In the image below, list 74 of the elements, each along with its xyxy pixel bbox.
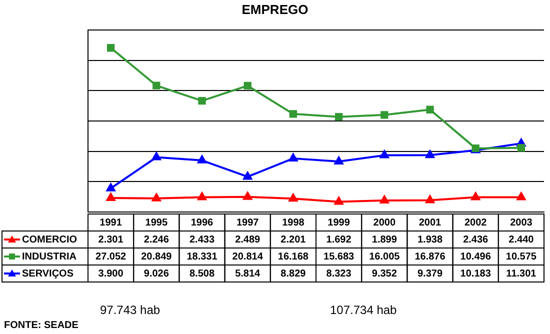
data-label: 15.683 (324, 251, 355, 262)
data-label: 20.814 (232, 251, 264, 262)
point (426, 195, 434, 204)
legend-label: SERVIÇOS (22, 268, 74, 280)
point (426, 150, 434, 158)
data-label: 10.575 (506, 251, 537, 262)
point (426, 106, 434, 114)
x-tick-label: 1997 (236, 217, 260, 228)
data-label: 1.938 (417, 234, 443, 246)
point (380, 150, 389, 158)
point (516, 192, 526, 200)
point (334, 196, 344, 205)
data-label: 2.489 (235, 234, 261, 246)
point (334, 113, 343, 121)
data-label: 2.201 (280, 234, 306, 246)
chart-title: EMPREGO (240, 2, 310, 17)
data-label: 8.508 (189, 268, 215, 280)
x-tick-label: 1996 (190, 217, 214, 228)
x-tick-label: 1999 (328, 217, 350, 228)
source-note: FONTE: SEADE (4, 320, 78, 331)
data-label: 9.352 (372, 268, 398, 280)
point (471, 192, 480, 200)
data-label: 16.168 (278, 251, 309, 262)
data-label: 5.814 (235, 268, 261, 280)
data-label: 16.005 (369, 251, 400, 262)
data-label: 10.496 (460, 251, 492, 262)
data-label: 2.440 (508, 234, 534, 246)
point (106, 183, 116, 192)
point (152, 152, 161, 160)
data-label: 1.899 (372, 234, 398, 246)
data-label: 1.692 (326, 234, 352, 246)
x-tick-label: 2001 (418, 217, 442, 228)
point (288, 153, 298, 162)
data-label: 20.849 (141, 251, 172, 262)
point (106, 44, 115, 52)
point (198, 155, 206, 164)
point (243, 192, 252, 200)
point (243, 172, 252, 180)
point (198, 96, 206, 105)
data-label: 8.829 (280, 268, 306, 280)
x-tick-label: 1991 (100, 217, 122, 228)
point (289, 110, 298, 118)
point (380, 111, 388, 119)
point (152, 82, 160, 90)
point (517, 144, 526, 152)
point (334, 156, 344, 165)
data-label: 9.379 (417, 268, 443, 280)
data-label: 11.301 (506, 268, 537, 280)
x-tick-label: 2000 (373, 217, 396, 228)
legend-label: COMERCIO (22, 234, 78, 246)
x-tick-label: 1995 (145, 217, 168, 228)
data-label: 16.876 (414, 251, 446, 262)
x-tick-label: 2003 (510, 217, 533, 228)
data-label: 2.301 (98, 234, 124, 246)
data-label: 3.900 (98, 268, 124, 280)
data-label: 2.433 (189, 234, 215, 246)
data-label: 27.052 (96, 251, 127, 262)
data-label: 10.183 (460, 268, 492, 280)
data-label: 18.331 (186, 251, 218, 262)
legend-label: INDUSTRIA (22, 251, 76, 262)
data-label: 2.246 (144, 234, 170, 246)
text: 107.734 hab (330, 303, 397, 317)
data-label: 8.323 (326, 268, 352, 280)
point (198, 192, 206, 200)
data-label: 9.026 (144, 268, 170, 280)
text: 97.743 hab (100, 303, 160, 317)
point (106, 193, 116, 202)
point (244, 82, 252, 90)
point (288, 194, 298, 202)
x-tick-label: 1998 (282, 217, 305, 228)
point (380, 195, 389, 204)
point (152, 193, 161, 202)
data-label: 2.436 (463, 234, 489, 246)
x-tick-label: 2002 (464, 217, 488, 228)
